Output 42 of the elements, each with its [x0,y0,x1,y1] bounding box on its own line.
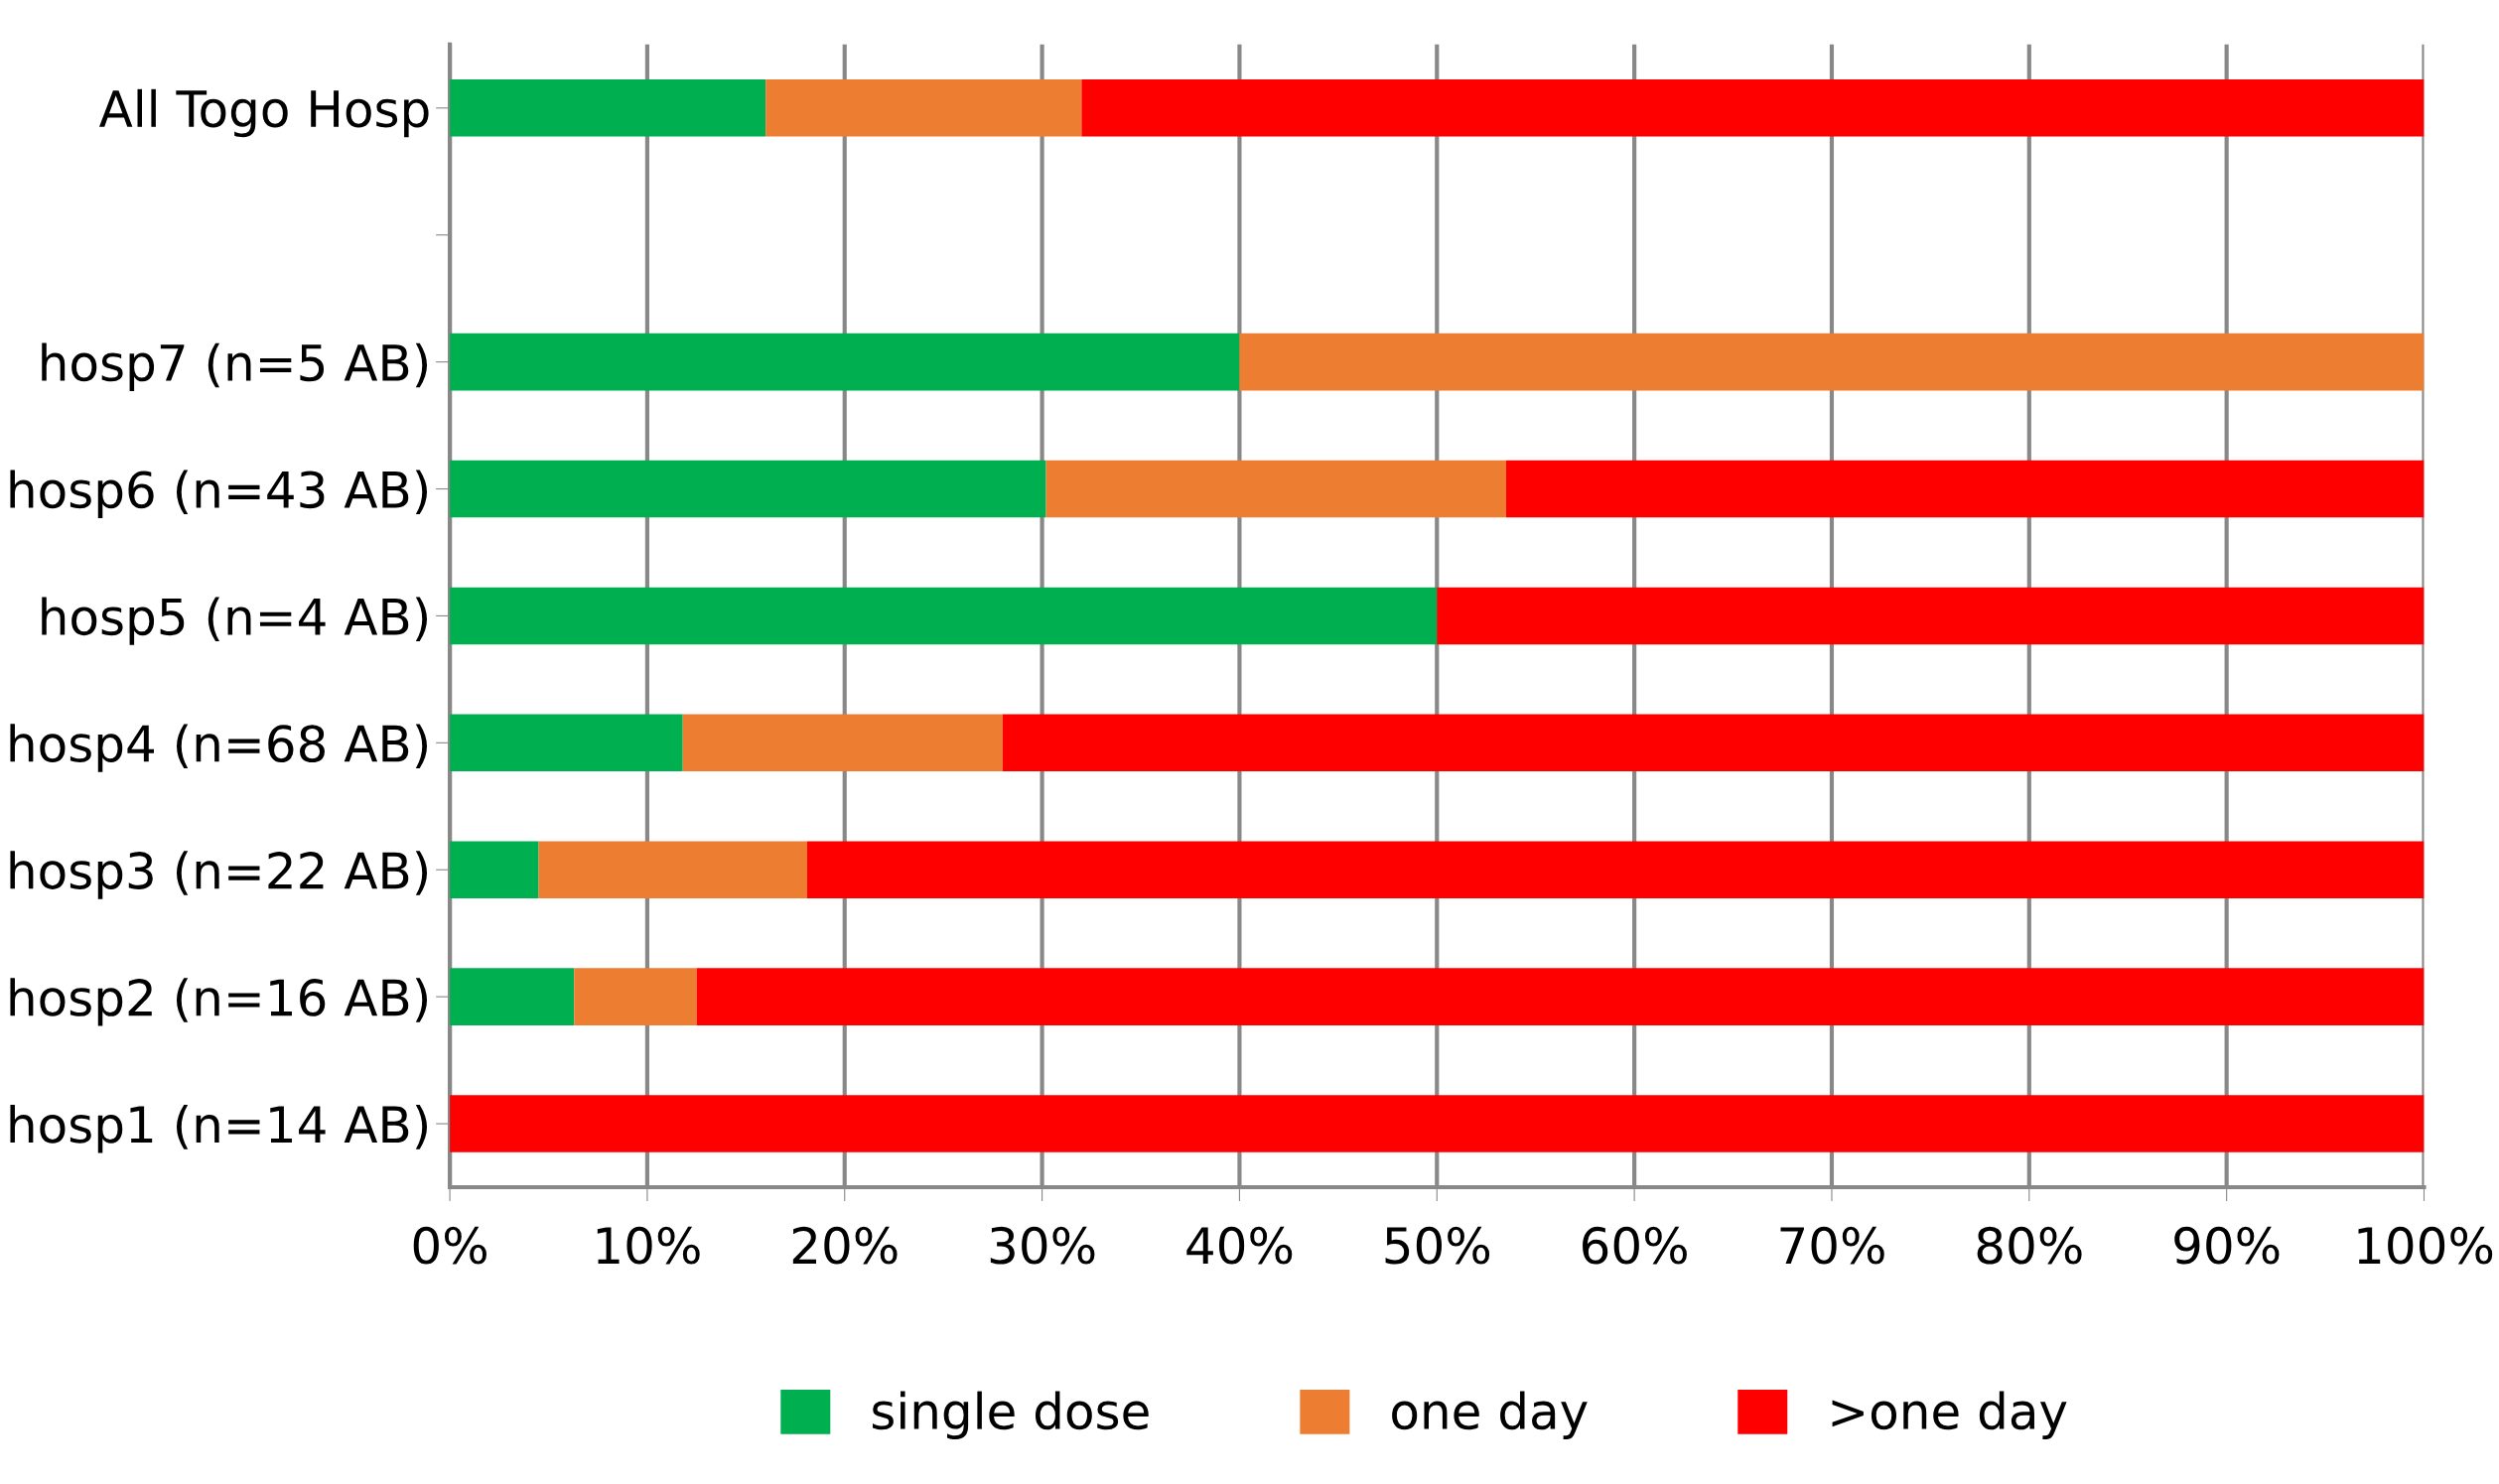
x-tick-label: 30% [990,1226,1095,1265]
y-tick-label: All Togo Hosp [98,88,429,138]
bar [765,79,1082,137]
bar [574,968,697,1025]
y-tick-label: hosp3 (n=22 AB) [10,851,428,899]
bar [682,714,1003,772]
bar [450,587,1438,645]
bar [806,841,2425,899]
y-tick-label: hosp5 (n=4 AB) [42,597,428,645]
bar [1437,587,2425,645]
y-tick-label: hosp2 (n=16 AB) [10,978,428,1026]
x-tick-label: 20% [792,1226,898,1265]
bar [1505,460,2425,518]
y-tick-label: hosp4 (n=68 AB) [10,724,428,772]
x-tick-label: 10% [597,1226,700,1265]
x-tick-label: 0% [413,1226,486,1265]
bar [1045,460,1506,518]
y-tick-label: hosp7 (n=5 AB) [42,342,428,392]
bar [696,968,2425,1025]
legend-label: one day [1392,1391,1588,1439]
bar [450,1095,2425,1152]
bar [538,841,807,899]
bar [450,841,539,899]
bar [450,968,575,1025]
bar [1239,333,2425,391]
x-tick-label: 90% [2174,1226,2280,1265]
bar [450,460,1046,518]
x-tick-label: 40% [1186,1226,1293,1265]
bar [1002,714,2425,772]
x-tick-label: 60% [1583,1226,1687,1265]
y-tick-label: hosp6 (n=43 AB) [10,470,428,518]
bar [1081,79,2425,137]
x-tick-label: 80% [1977,1226,2082,1265]
bar [450,79,766,137]
bar [450,714,683,772]
bar [450,333,1240,391]
x-tick-label: 50% [1385,1226,1490,1265]
legend-label: single dose [873,1391,1149,1439]
legend-label: >one day [1832,1391,2067,1439]
x-tick-label: 100% [2358,1226,2493,1265]
y-tick-label: hosp1 (n=14 AB) [10,1105,428,1153]
x-tick-label: 70% [1780,1226,1884,1265]
